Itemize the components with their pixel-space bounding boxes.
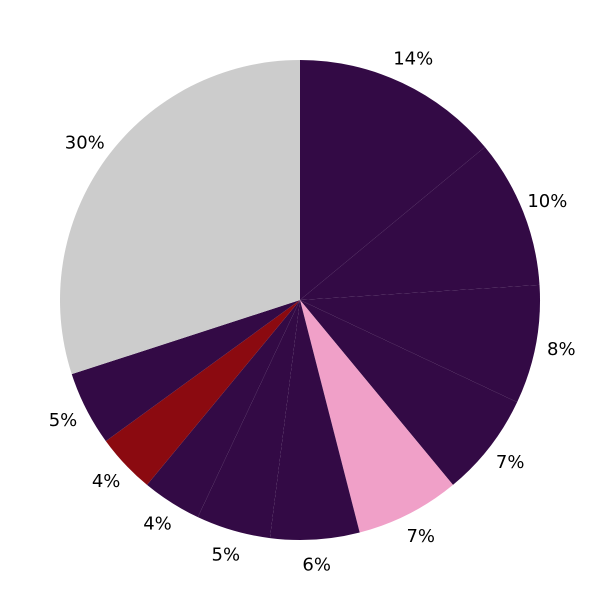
- pie-slice: [105, 300, 300, 485]
- slice-label: 6%: [302, 554, 331, 575]
- slice-label: 14%: [393, 48, 433, 69]
- slice-label: 7%: [496, 452, 525, 473]
- slice-label: 5%: [49, 410, 78, 431]
- slice-label: 30%: [65, 133, 105, 154]
- slice-label: 4%: [92, 471, 121, 492]
- pie-slice: [197, 300, 300, 539]
- pie-slice: [300, 300, 453, 533]
- slice-label: 4%: [143, 514, 172, 535]
- slice-label: 8%: [547, 339, 576, 360]
- pie-slice: [269, 300, 360, 540]
- slice-label: 7%: [406, 526, 435, 547]
- pie-slice: [71, 300, 301, 442]
- pie-slice: [300, 284, 540, 403]
- slice-label: 10%: [527, 191, 567, 212]
- pie-slice: [59, 60, 300, 375]
- slice-label: 5%: [212, 544, 241, 565]
- pie-slice: [147, 300, 300, 518]
- pie-slice: [300, 147, 540, 300]
- pie-slice: [300, 60, 485, 300]
- pie-slice: [300, 300, 518, 485]
